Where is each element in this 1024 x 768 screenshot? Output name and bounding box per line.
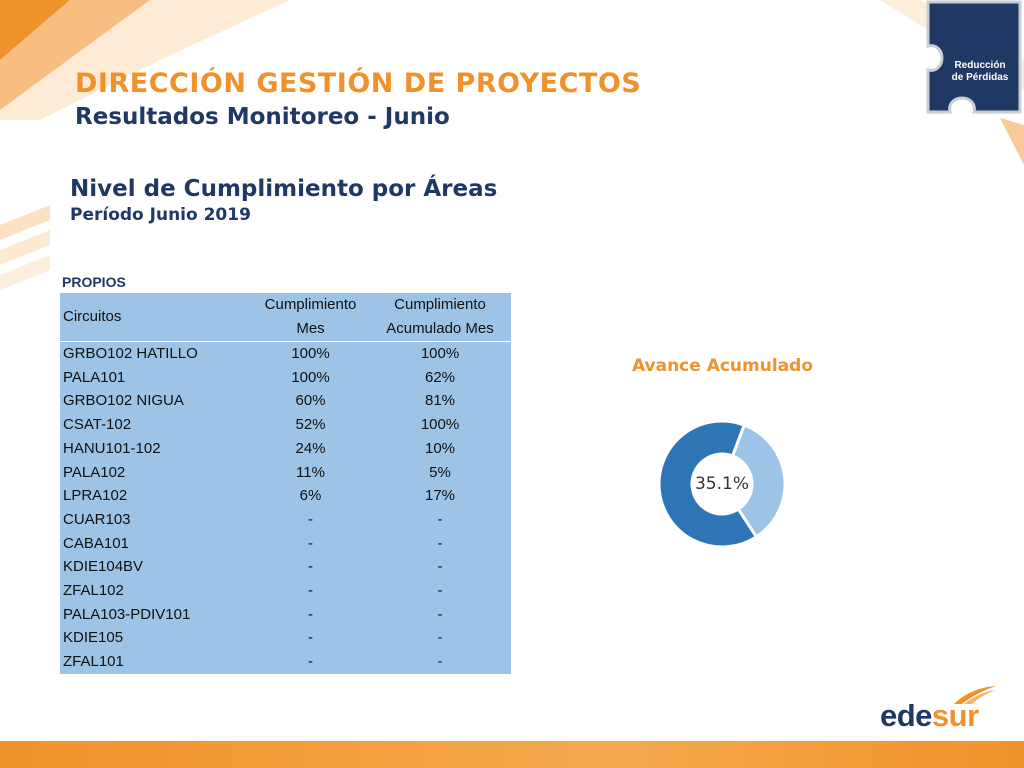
cell-mes: - [308,558,313,576]
decorative-corner-top-left [0,0,290,120]
cell-mes: 100% [291,368,330,386]
table-row: GRBO102 NIGUA 60% 81% [60,389,511,413]
cell-mes: 11% [296,463,325,481]
header-cumplimiento-acumulado-line1: Cumplimiento [394,296,486,313]
cell-mes: - [308,582,313,600]
cell-circuito: PALA101 [63,368,126,386]
avance-acumulado-donut-chart: 35.1% [657,419,787,549]
table-row: HANU101-102 24% 10% [60,437,511,461]
header-cumplimiento-mes-line2: Mes [296,320,325,337]
page-subtitle: Resultados Monitoreo - Junio [75,104,450,130]
badge-line2: de Pérdidas [952,72,1009,83]
donut-slice-0 [730,423,787,539]
table-row: KDIE104BV - - [60,555,511,579]
decorative-stripes-left [0,205,50,290]
table-row: GRBO102 HATILLO 100% 100% [60,342,511,366]
header-cumplimiento-acumulado-line2: Acumulado Mes [386,320,494,337]
cell-acumulado: - [437,605,443,623]
table-caption: PROPIOS [62,274,126,290]
cell-circuito: ZFAL101 [63,653,124,671]
section-subtitle: Período Junio 2019 [70,205,251,225]
cell-acumulado: - [437,653,443,671]
cell-circuito: CABA101 [63,534,129,552]
cell-circuito: PALA103-PDIV101 [63,605,191,623]
cell-circuito: KDIE105 [63,629,124,647]
page-title: DIRECCIÓN GESTIÓN DE PROYECTOS [75,68,642,99]
cell-acumulado: 17% [424,487,456,505]
footer-bar [0,741,1024,768]
cell-mes: - [308,605,313,623]
cell-mes: 52% [295,416,326,434]
table-row: ZFAL102 - - [60,579,511,603]
cell-acumulado: - [437,558,443,576]
cell-mes: 60% [295,392,326,410]
cell-circuito: LPRA102 [63,487,128,505]
cell-acumulado: 81% [424,392,456,410]
reduccion-perdidas-badge: Reducción de Pérdidas [926,0,1022,114]
cell-acumulado: - [437,582,443,600]
cell-circuito: GRBO102 HATILLO [63,345,198,362]
table-row: CABA101 - - [60,532,511,556]
table-header-row: Circuitos Cumplimiento Mes Cumplimiento … [60,293,511,342]
cell-acumulado: - [437,510,443,528]
donut-chart-title: Avance Acumulado [631,356,814,376]
table-row: PALA102 11% 5% [60,461,511,485]
cell-circuito: CUAR103 [63,510,131,528]
header-cumplimiento-mes: Cumplimiento Mes [252,293,369,342]
badge-line1: Reducción [954,60,1005,71]
section-title: Nivel de Cumplimiento por Áreas [70,176,498,202]
table-row: ZFAL101 - - [60,650,511,674]
cell-circuito: PALA102 [63,463,126,481]
cell-circuito: ZFAL102 [63,582,124,600]
cell-mes: - [308,629,313,647]
cell-mes: 24% [295,439,326,457]
table-row: CUAR103 - - [60,508,511,532]
cell-mes: 100% [291,345,330,362]
table-row: PALA103-PDIV101 - - [60,603,511,627]
header-cumplimiento-acumulado: Cumplimiento Acumulado Mes [369,293,511,342]
logo-part-ede: ede [880,698,932,733]
cell-acumulado: 100% [420,416,460,434]
cell-acumulado: 10% [424,439,456,457]
compliance-table: Circuitos Cumplimiento Mes Cumplimiento … [60,293,511,674]
cell-mes: - [308,653,313,671]
cell-acumulado: - [437,629,443,647]
cell-mes: 6% [299,487,322,505]
logo-swoosh-icon [954,686,996,704]
donut-center-label: 35.1% [695,474,749,494]
table-row: LPRA102 6% 17% [60,484,511,508]
cell-mes: - [308,534,313,552]
donut-slice-1 [657,419,759,549]
table-row: CSAT-102 52% 100% [60,413,511,437]
table-row: PALA101 100% 62% [60,366,511,390]
cell-acumulado: 62% [424,368,456,386]
cell-circuito: CSAT-102 [63,416,132,434]
cell-acumulado: - [437,534,443,552]
cell-circuito: HANU101-102 [63,439,161,457]
header-cumplimiento-mes-line1: Cumplimiento [264,296,357,313]
cell-circuito: KDIE104BV [63,558,144,576]
cell-acumulado: 5% [429,463,451,481]
header-circuitos: Circuitos [60,293,252,342]
cell-mes: - [308,510,313,528]
table-row: KDIE105 - - [60,626,511,650]
cell-circuito: GRBO102 NIGUA [63,392,184,410]
cell-acumulado: 100% [420,345,460,362]
